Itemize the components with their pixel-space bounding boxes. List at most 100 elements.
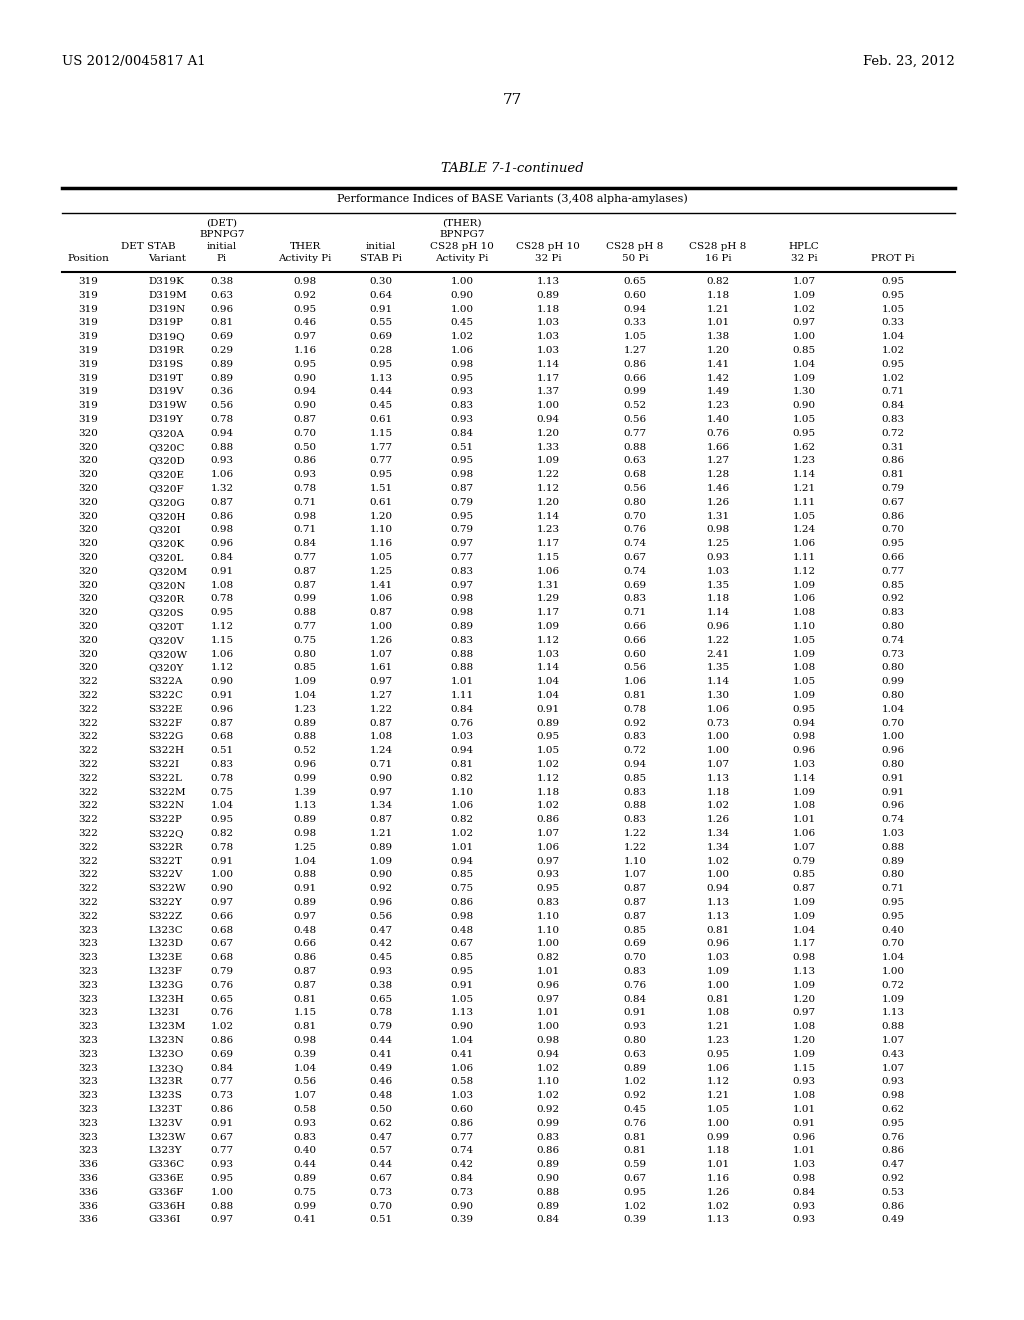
Text: 1.13: 1.13 (793, 968, 815, 975)
Text: 1.24: 1.24 (793, 525, 815, 535)
Text: 0.98: 0.98 (294, 1036, 316, 1045)
Text: 0.77: 0.77 (451, 1133, 473, 1142)
Text: 0.62: 0.62 (882, 1105, 904, 1114)
Text: 1.31: 1.31 (707, 512, 729, 520)
Text: 1.01: 1.01 (537, 1008, 559, 1018)
Text: 0.87: 0.87 (370, 816, 392, 824)
Text: 0.91: 0.91 (793, 1119, 815, 1127)
Text: 0.91: 0.91 (211, 857, 233, 866)
Text: 0.99: 0.99 (882, 677, 904, 686)
Text: 1.09: 1.09 (793, 981, 815, 990)
Text: 1.04: 1.04 (537, 690, 559, 700)
Text: 0.47: 0.47 (882, 1160, 904, 1170)
Text: 320: 320 (78, 525, 98, 535)
Text: 0.93: 0.93 (537, 870, 559, 879)
Text: 0.87: 0.87 (294, 981, 316, 990)
Text: 0.88: 0.88 (882, 1022, 904, 1031)
Text: 1.51: 1.51 (370, 484, 392, 492)
Text: initial: initial (366, 242, 396, 251)
Text: 1.20: 1.20 (793, 994, 815, 1003)
Text: Q320W: Q320W (148, 649, 187, 659)
Text: 322: 322 (78, 677, 98, 686)
Text: 1.00: 1.00 (211, 1188, 233, 1197)
Text: 0.81: 0.81 (707, 925, 729, 935)
Text: 319: 319 (78, 346, 98, 355)
Text: 0.40: 0.40 (294, 1146, 316, 1155)
Text: 0.76: 0.76 (451, 718, 473, 727)
Text: S322Q: S322Q (148, 829, 183, 838)
Text: 1.42: 1.42 (707, 374, 729, 383)
Text: 1.37: 1.37 (537, 387, 559, 396)
Text: 322: 322 (78, 829, 98, 838)
Text: 1.02: 1.02 (707, 1201, 729, 1210)
Text: 0.95: 0.95 (451, 457, 473, 466)
Text: 0.80: 0.80 (882, 690, 904, 700)
Text: 0.87: 0.87 (294, 581, 316, 590)
Text: 0.94: 0.94 (451, 857, 473, 866)
Text: 0.66: 0.66 (624, 622, 646, 631)
Text: 0.97: 0.97 (211, 898, 233, 907)
Text: 0.72: 0.72 (624, 746, 646, 755)
Text: 0.93: 0.93 (707, 553, 729, 562)
Text: 1.00: 1.00 (707, 981, 729, 990)
Text: 323: 323 (78, 1133, 98, 1142)
Text: 0.88: 0.88 (537, 1188, 559, 1197)
Text: 1.04: 1.04 (294, 857, 316, 866)
Text: 1.01: 1.01 (451, 677, 473, 686)
Text: 1.01: 1.01 (793, 816, 815, 824)
Text: 0.69: 0.69 (211, 333, 233, 341)
Text: 0.95: 0.95 (537, 884, 559, 894)
Text: 0.63: 0.63 (624, 457, 646, 466)
Text: 1.09: 1.09 (793, 581, 815, 590)
Text: 0.81: 0.81 (882, 470, 904, 479)
Text: 0.42: 0.42 (370, 940, 392, 948)
Text: 0.97: 0.97 (451, 581, 473, 590)
Text: 0.89: 0.89 (537, 718, 559, 727)
Text: 0.78: 0.78 (211, 594, 233, 603)
Text: 0.78: 0.78 (211, 774, 233, 783)
Text: 0.77: 0.77 (624, 429, 646, 438)
Text: 0.95: 0.95 (537, 733, 559, 742)
Text: 0.86: 0.86 (294, 953, 316, 962)
Text: 0.96: 0.96 (793, 746, 815, 755)
Text: 1.09: 1.09 (707, 968, 729, 975)
Text: S322H: S322H (148, 746, 184, 755)
Text: 1.02: 1.02 (537, 760, 559, 770)
Text: 1.03: 1.03 (537, 649, 559, 659)
Text: S322M: S322M (148, 788, 185, 796)
Text: 0.89: 0.89 (294, 1173, 316, 1183)
Text: 0.60: 0.60 (624, 290, 646, 300)
Text: 0.98: 0.98 (211, 525, 233, 535)
Text: 0.45: 0.45 (451, 318, 473, 327)
Text: 1.30: 1.30 (793, 387, 815, 396)
Text: 0.93: 0.93 (793, 1201, 815, 1210)
Text: 1.05: 1.05 (882, 305, 904, 314)
Text: 1.00: 1.00 (707, 746, 729, 755)
Text: 0.93: 0.93 (211, 457, 233, 466)
Text: 1.01: 1.01 (451, 842, 473, 851)
Text: 0.49: 0.49 (370, 1064, 392, 1073)
Text: 1.00: 1.00 (882, 733, 904, 742)
Text: 1.21: 1.21 (370, 829, 392, 838)
Text: 0.41: 0.41 (451, 1049, 473, 1059)
Text: 319: 319 (78, 290, 98, 300)
Text: 322: 322 (78, 912, 98, 921)
Text: TABLE 7-1-continued: TABLE 7-1-continued (440, 162, 584, 176)
Text: 0.72: 0.72 (882, 981, 904, 990)
Text: (THER): (THER) (442, 219, 481, 228)
Text: 0.78: 0.78 (624, 705, 646, 714)
Text: L323T: L323T (148, 1105, 181, 1114)
Text: G336I: G336I (148, 1216, 180, 1225)
Text: 1.27: 1.27 (624, 346, 646, 355)
Text: 1.04: 1.04 (211, 801, 233, 810)
Text: 0.73: 0.73 (451, 1188, 473, 1197)
Text: 0.92: 0.92 (624, 718, 646, 727)
Text: Q320D: Q320D (148, 457, 184, 466)
Text: 0.66: 0.66 (211, 912, 233, 921)
Text: 1.00: 1.00 (537, 1022, 559, 1031)
Text: 0.90: 0.90 (211, 677, 233, 686)
Text: 0.81: 0.81 (294, 1022, 316, 1031)
Text: 320: 320 (78, 649, 98, 659)
Text: Activity Pi: Activity Pi (279, 253, 332, 263)
Text: 1.07: 1.07 (370, 649, 392, 659)
